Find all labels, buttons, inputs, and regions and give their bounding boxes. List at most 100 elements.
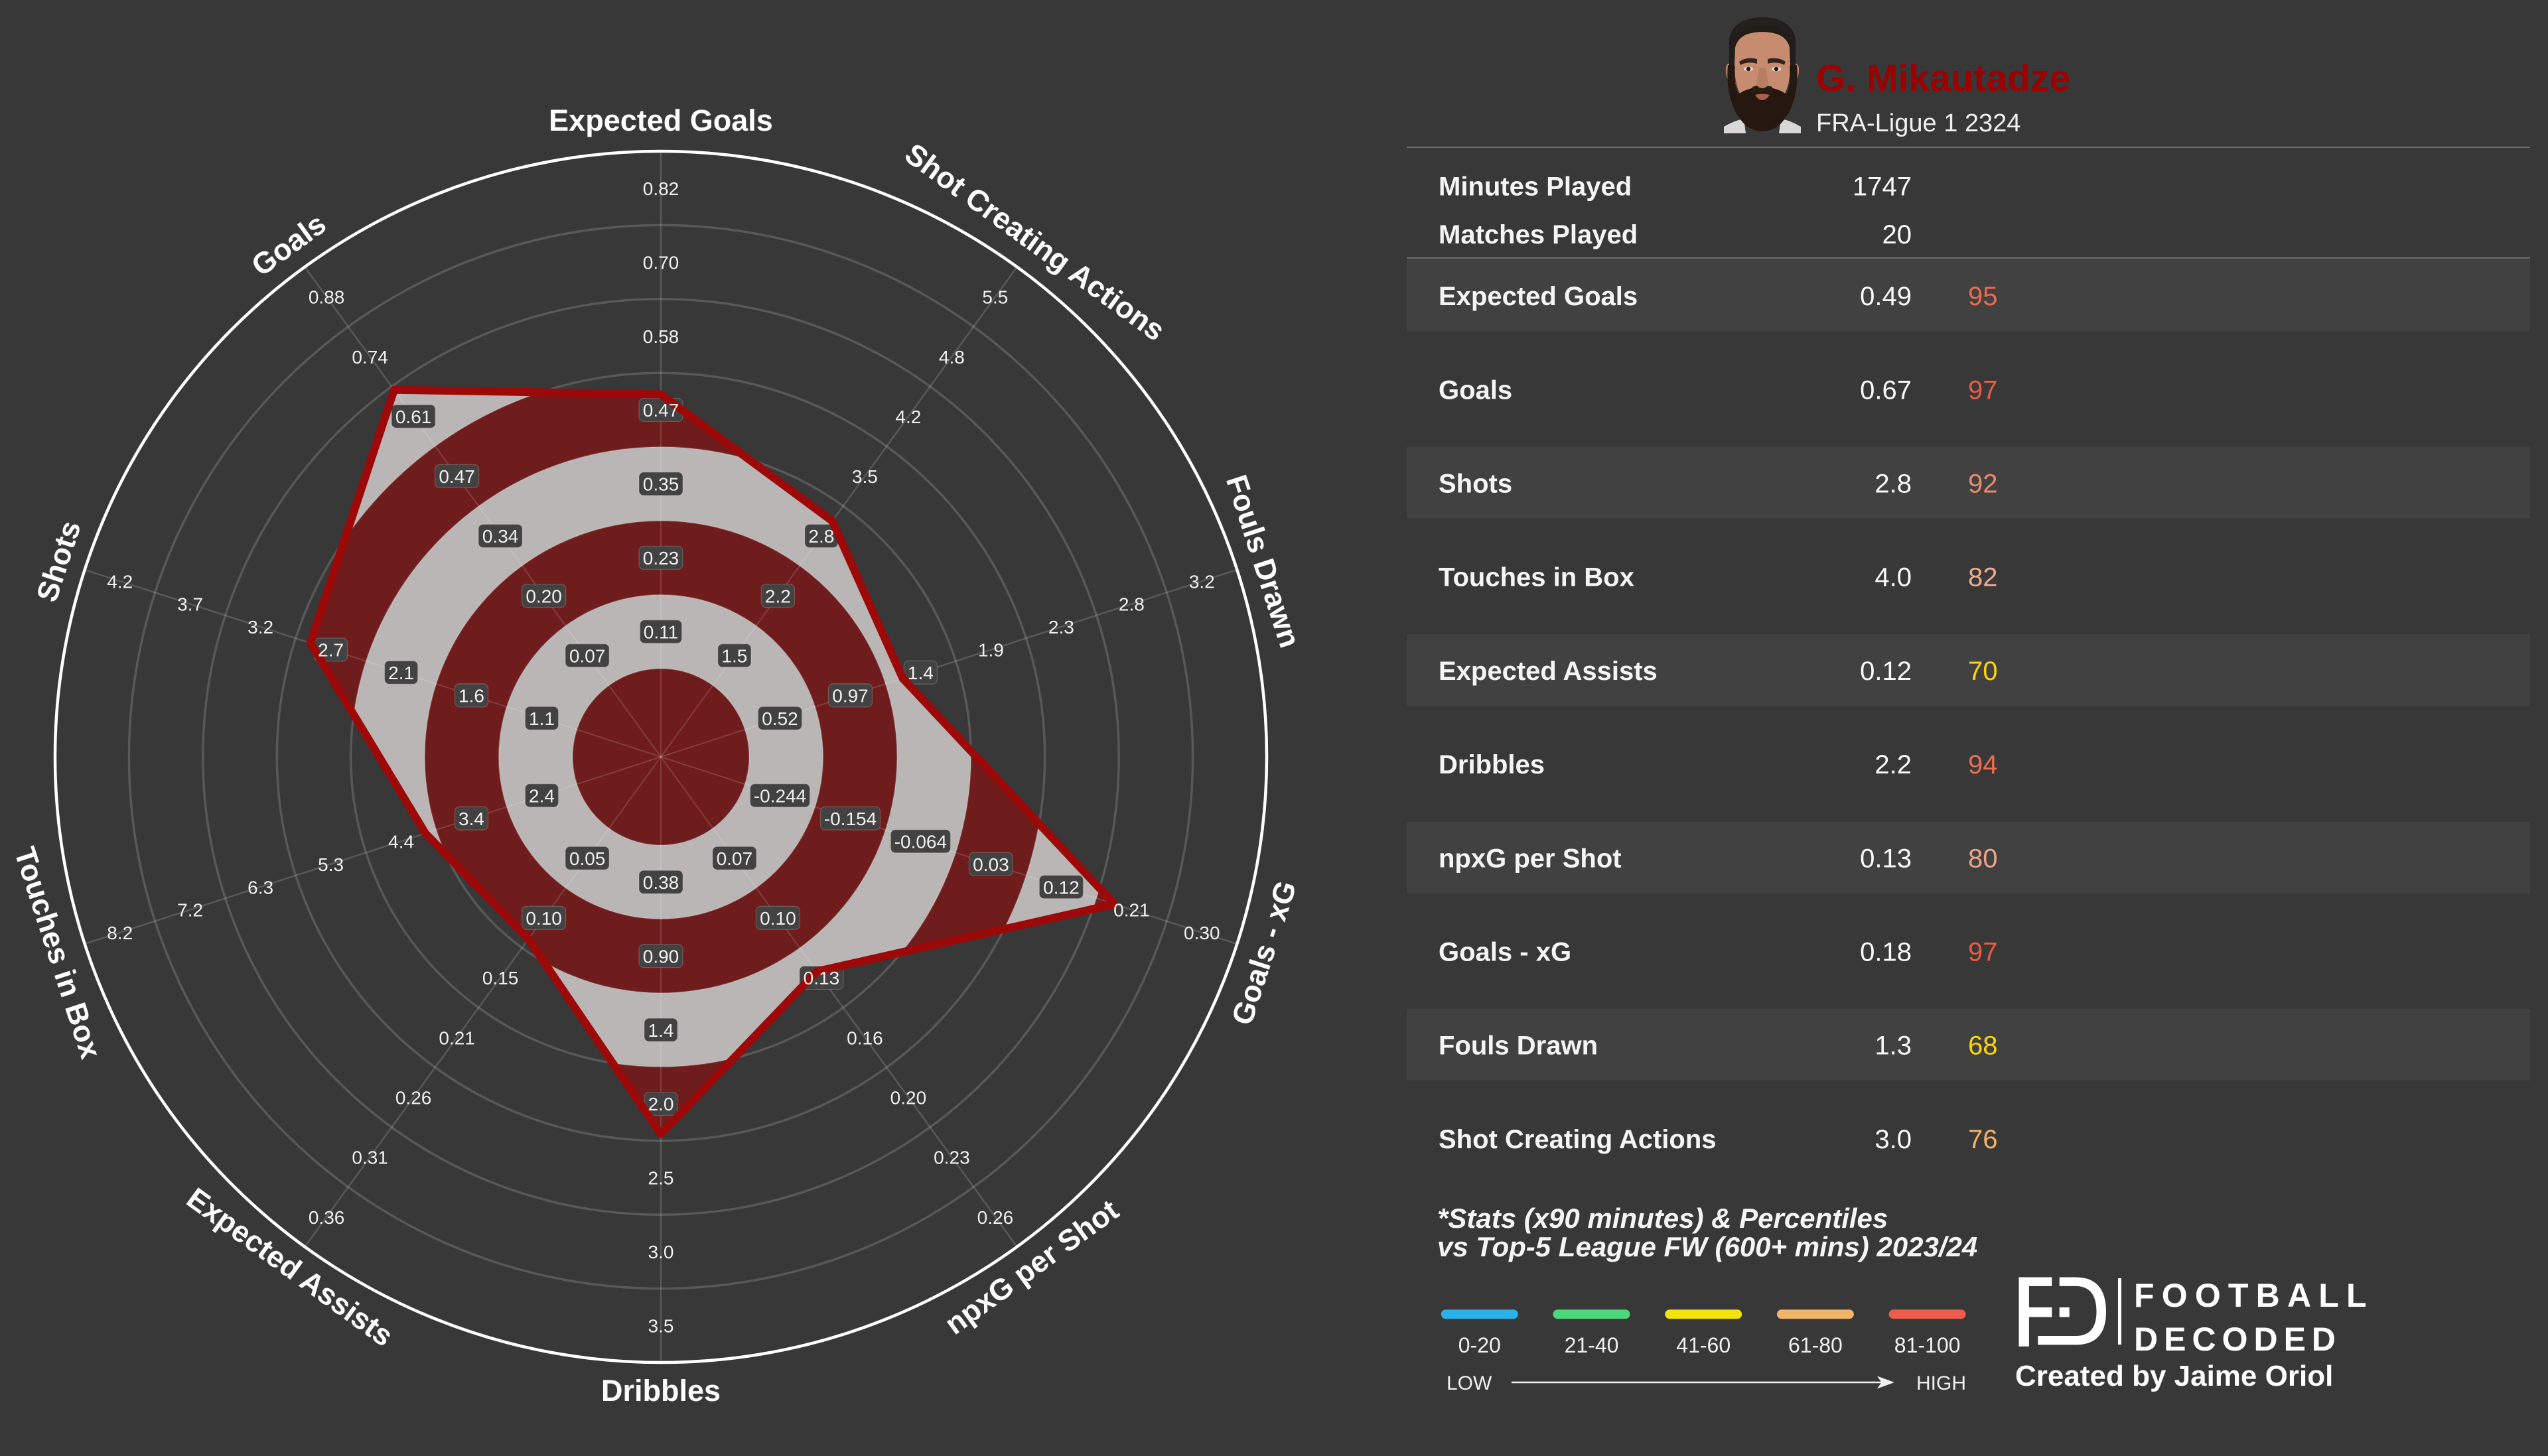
svg-text:5.3: 5.3	[318, 854, 344, 875]
svg-text:FOOTBALL: FOOTBALL	[2134, 1277, 2374, 1314]
svg-text:2.3: 2.3	[1048, 617, 1074, 637]
svg-text:0.47: 0.47	[643, 400, 679, 421]
svg-text:0.30: 0.30	[1184, 923, 1220, 943]
svg-text:Expected Goals: Expected Goals	[549, 103, 773, 137]
svg-text:G. Mikautadze: G. Mikautadze	[1816, 57, 2070, 99]
svg-text:Created by Jaime Oriol: Created by Jaime Oriol	[2015, 1360, 2333, 1392]
svg-text:1.4: 1.4	[908, 663, 934, 683]
svg-text:0.13: 0.13	[804, 968, 840, 988]
svg-text:Expected Goals: Expected Goals	[1439, 282, 1638, 311]
svg-text:vs Top-5 League FW (600+ mins): vs Top-5 League FW (600+ mins) 2023/24	[1437, 1231, 1977, 1262]
svg-text:2.7: 2.7	[318, 640, 344, 661]
svg-text:2.8: 2.8	[808, 526, 834, 547]
svg-text:0.58: 0.58	[643, 326, 679, 347]
svg-text:92: 92	[1968, 470, 1998, 499]
svg-text:0.12: 0.12	[1043, 877, 1080, 897]
svg-text:0.70: 0.70	[643, 252, 679, 273]
svg-text:4.4: 4.4	[388, 831, 414, 852]
svg-text:94: 94	[1968, 750, 1998, 779]
svg-text:2.2: 2.2	[1875, 750, 1912, 779]
svg-text:0.74: 0.74	[352, 347, 388, 367]
svg-text:npxG per Shot: npxG per Shot	[1439, 844, 1622, 873]
svg-text:3.0: 3.0	[1875, 1125, 1912, 1154]
svg-text:3.5: 3.5	[852, 466, 878, 487]
svg-text:0.52: 0.52	[762, 708, 798, 729]
svg-text:0.18: 0.18	[1860, 938, 1912, 967]
svg-text:3.2: 3.2	[248, 617, 273, 637]
svg-text:0.26: 0.26	[977, 1207, 1014, 1228]
svg-text:0.35: 0.35	[643, 474, 679, 495]
svg-text:2.8: 2.8	[1875, 470, 1912, 499]
svg-text:Matches Played: Matches Played	[1439, 220, 1638, 249]
svg-text:1.5: 1.5	[721, 646, 747, 667]
svg-text:-0.154: -0.154	[824, 809, 877, 829]
svg-text:0.07: 0.07	[717, 848, 753, 869]
svg-text:0.10: 0.10	[526, 908, 562, 929]
svg-text:3.0: 3.0	[648, 1242, 674, 1262]
svg-text:0.03: 0.03	[973, 854, 1009, 875]
svg-text:Touches in Box: Touches in Box	[1439, 563, 1634, 592]
svg-text:DECODED: DECODED	[2134, 1321, 2342, 1358]
svg-text:3.4: 3.4	[459, 809, 484, 829]
svg-text:97: 97	[1968, 938, 1998, 967]
svg-text:95: 95	[1968, 282, 1998, 311]
svg-text:0.21: 0.21	[1113, 900, 1150, 921]
svg-text:2.4: 2.4	[529, 786, 555, 807]
svg-text:0.67: 0.67	[1860, 375, 1912, 405]
svg-text:0.05: 0.05	[569, 848, 606, 869]
svg-text:0.34: 0.34	[482, 526, 519, 547]
svg-text:Dribbles: Dribbles	[1439, 750, 1545, 779]
svg-text:0.47: 0.47	[439, 466, 475, 487]
svg-text:0-20: 0-20	[1458, 1333, 1501, 1357]
svg-text:0.36: 0.36	[309, 1207, 345, 1228]
svg-text:0.13: 0.13	[1860, 844, 1912, 873]
svg-text:0.31: 0.31	[352, 1148, 388, 1168]
svg-text:2.2: 2.2	[765, 586, 791, 606]
svg-text:*Stats (x90 minutes) & Percent: *Stats (x90 minutes) & Percentiles	[1437, 1203, 1888, 1234]
svg-text:1.1: 1.1	[529, 708, 555, 729]
svg-text:80: 80	[1968, 844, 1998, 873]
svg-text:0.16: 0.16	[847, 1027, 883, 1048]
svg-text:0.11: 0.11	[644, 622, 678, 643]
svg-text:97: 97	[1968, 375, 1998, 405]
svg-text:0.10: 0.10	[760, 908, 796, 929]
svg-text:8.2: 8.2	[107, 923, 133, 943]
svg-text:Shot Creating Actions: Shot Creating Actions	[1439, 1125, 1717, 1154]
svg-text:0.23: 0.23	[643, 548, 679, 568]
svg-text:4.8: 4.8	[939, 347, 965, 367]
svg-text:0.88: 0.88	[309, 287, 345, 308]
svg-text:0.61: 0.61	[395, 407, 432, 427]
svg-text:68: 68	[1968, 1031, 1998, 1061]
svg-text:2.5: 2.5	[648, 1168, 674, 1189]
svg-text:0.12: 0.12	[1860, 657, 1912, 686]
svg-text:Dribbles: Dribbles	[601, 1374, 721, 1408]
svg-text:1.3: 1.3	[1875, 1031, 1912, 1061]
svg-text:82: 82	[1968, 563, 1998, 592]
svg-text:6.3: 6.3	[248, 877, 273, 897]
svg-text:0.21: 0.21	[439, 1027, 475, 1048]
svg-text:61-80: 61-80	[1788, 1333, 1843, 1357]
svg-text:Shots: Shots	[1439, 470, 1512, 499]
svg-text:Expected Assists: Expected Assists	[1439, 657, 1658, 686]
svg-text:3.7: 3.7	[177, 594, 203, 615]
svg-text:Fouls Drawn: Fouls Drawn	[1439, 1031, 1598, 1061]
svg-text:21-40: 21-40	[1565, 1333, 1619, 1357]
svg-text:0.15: 0.15	[482, 968, 519, 988]
svg-text:0.20: 0.20	[890, 1088, 927, 1108]
svg-text:0.07: 0.07	[569, 646, 606, 667]
svg-text:Goals - xG: Goals - xG	[1439, 938, 1571, 967]
svg-text:0.26: 0.26	[395, 1088, 432, 1108]
svg-text:0.90: 0.90	[643, 946, 679, 966]
svg-text:4.2: 4.2	[107, 571, 133, 592]
svg-text:0.20: 0.20	[526, 586, 562, 606]
svg-text:Minutes Played: Minutes Played	[1439, 172, 1632, 202]
svg-text:4.0: 4.0	[1875, 563, 1912, 592]
svg-text:5.5: 5.5	[982, 287, 1008, 308]
svg-text:1.9: 1.9	[978, 640, 1004, 661]
svg-text:41-60: 41-60	[1676, 1333, 1731, 1357]
svg-text:2.8: 2.8	[1119, 594, 1145, 615]
svg-text:3.5: 3.5	[648, 1316, 674, 1337]
svg-text:1.4: 1.4	[648, 1020, 674, 1041]
svg-text:70: 70	[1968, 657, 1998, 686]
svg-text:2.0: 2.0	[648, 1094, 674, 1114]
